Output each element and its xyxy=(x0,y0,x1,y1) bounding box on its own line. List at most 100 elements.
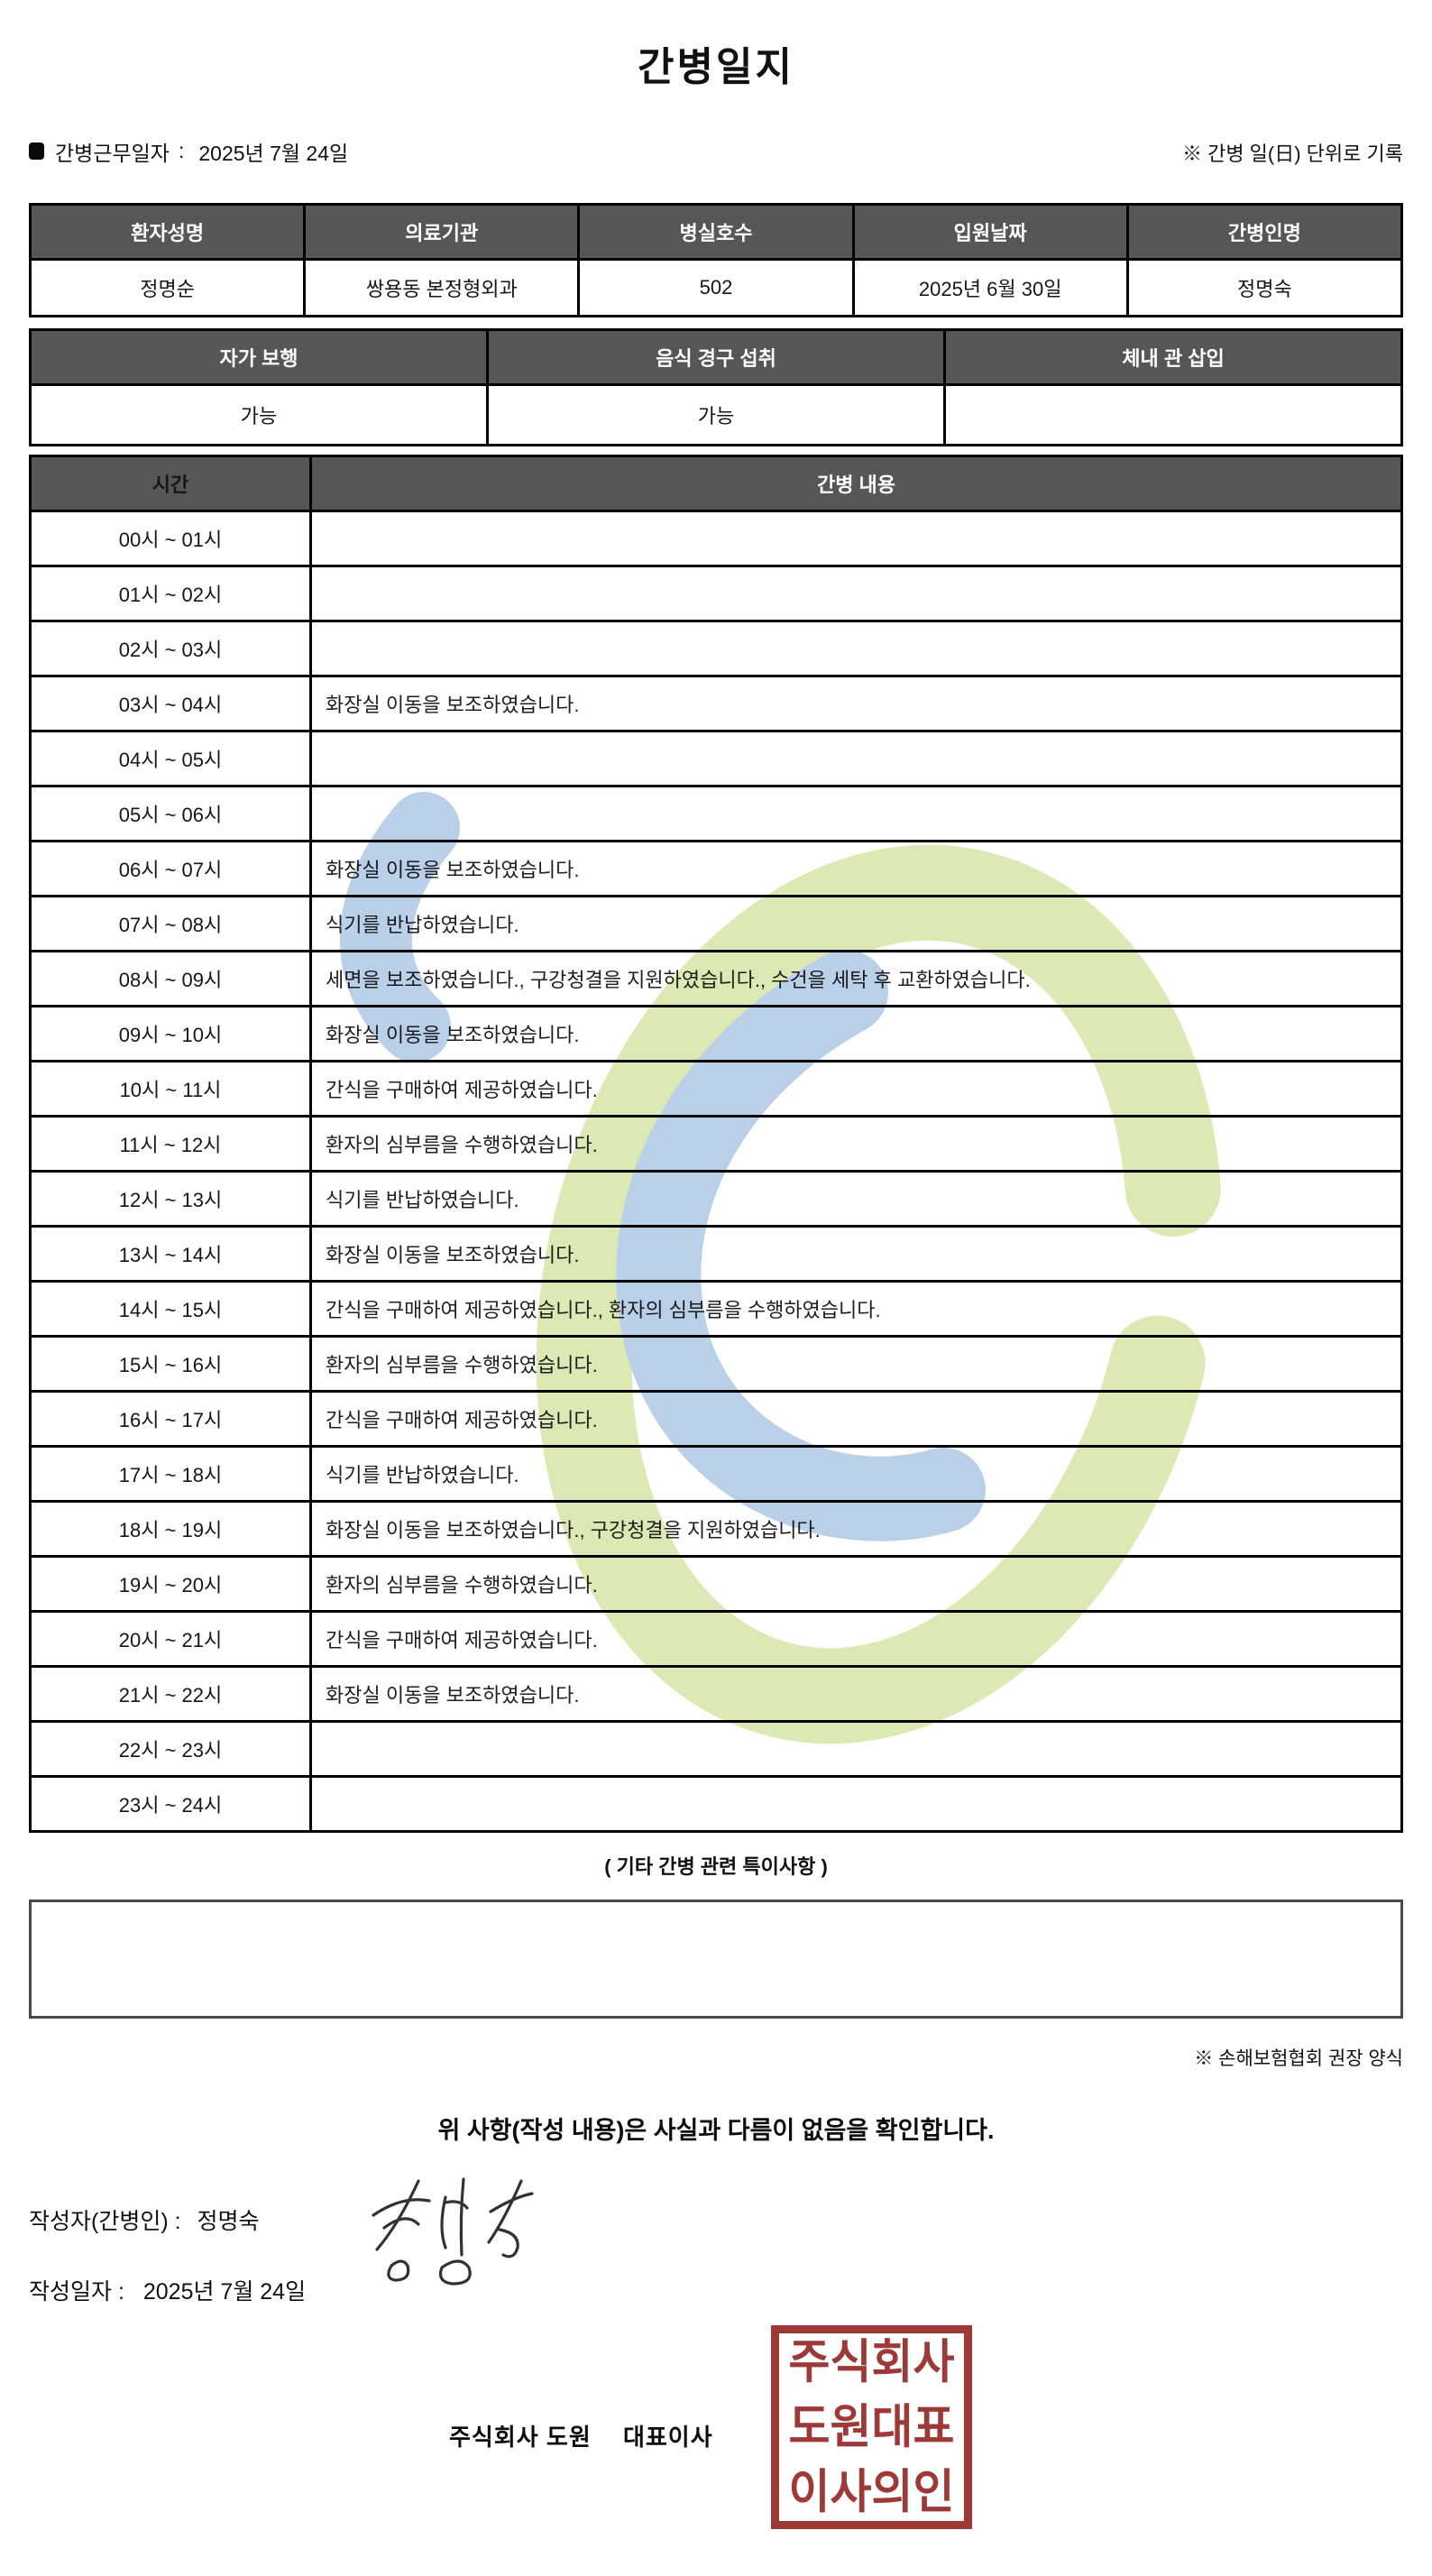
care-content-cell xyxy=(309,784,1403,842)
table-row: 09시 ~ 10시 화장실 이동을 보조하였습니다. xyxy=(29,1004,1403,1063)
care-content-cell xyxy=(309,564,1403,622)
self-walking-cell: 가능 xyxy=(29,382,489,446)
care-content-cell: 식기를 반납하였습니다. xyxy=(309,1444,1403,1503)
table-row: 05시 ~ 06시 xyxy=(29,784,1403,842)
care-content-cell: 화장실 이동을 보조하였습니다., 구강청결을 지원하였습니다. xyxy=(309,1499,1403,1558)
table-row: 13시 ~ 14시 화장실 이동을 보조하였습니다. xyxy=(29,1224,1403,1283)
table-row: 10시 ~ 11시 간식을 구매하여 제공하였습니다. xyxy=(29,1059,1403,1118)
care-content-cell: 화장실 이동을 보조하였습니다. xyxy=(309,1224,1403,1283)
room-number-header: 병실호수 xyxy=(577,202,855,261)
writer-label: 작성자(간병인) : xyxy=(29,2208,181,2234)
table-row: 02시 ~ 03시 xyxy=(29,619,1403,677)
time-range-cell: 05시 ~ 06시 xyxy=(29,784,312,842)
confirmation-statement: 위 사항(작성 내용)은 사실과 다름이 없음을 확인합니다. xyxy=(437,2116,995,2144)
room-number-cell: 502 xyxy=(577,257,855,317)
meta-row: 간병근무일자 : 2025년 7월 24일 ※ 간병 일(日) 단위로 기록 xyxy=(29,136,1403,167)
self-walking-header: 자가 보행 xyxy=(29,327,489,386)
seal-row: 이사의인 xyxy=(788,2465,955,2519)
writer-line: 작성자(간병인) : 정명숙 xyxy=(29,2203,1403,2236)
company-ceo-line: 주식회사 도원 대표이사 xyxy=(449,2424,713,2451)
care-content-cell: 세면을 보조하였습니다., 구강청결을 지원하였습니다., 수건을 세탁 후 교… xyxy=(309,949,1403,1007)
time-range-cell: 21시 ~ 22시 xyxy=(29,1664,312,1723)
care-content-cell xyxy=(309,729,1403,787)
caregiver-name-header: 간병인명 xyxy=(1125,202,1404,261)
table-row: 00시 ~ 01시 xyxy=(29,509,1403,567)
care-content-cell xyxy=(309,509,1403,567)
table-row: 06시 ~ 07시 화장실 이동을 보조하였습니다. xyxy=(29,839,1403,897)
notes-title: ( 기타 간병 관련 특이사항 ) xyxy=(604,1854,828,1878)
patient-name-header: 환자성명 xyxy=(28,202,307,261)
status-value-row: 가능 가능 xyxy=(29,382,1403,446)
time-range-cell: 15시 ~ 16시 xyxy=(29,1334,312,1393)
care-content-cell: 간식을 구매하여 제공하였습니다., 환자의 심부름을 수행하였습니다. xyxy=(309,1279,1403,1338)
time-range-cell: 12시 ~ 13시 xyxy=(29,1169,312,1228)
table-row: 14시 ~ 15시 간식을 구매하여 제공하였습니다., 환자의 심부름을 수행하… xyxy=(29,1279,1403,1338)
table-row: 19시 ~ 20시 환자의 심부름을 수행하였습니다. xyxy=(29,1554,1403,1613)
caregiver-name-cell: 정명숙 xyxy=(1125,257,1404,317)
internal-tube-header: 체내 관 삽입 xyxy=(943,327,1403,386)
internal-tube-cell xyxy=(943,382,1403,446)
care-content-cell: 화장실 이동을 보조하였습니다. xyxy=(309,674,1403,732)
table-row: 20시 ~ 21시 간식을 구매하여 제공하였습니다. xyxy=(29,1609,1403,1668)
time-range-cell: 01시 ~ 02시 xyxy=(29,564,312,622)
written-date-label: 작성일자 : xyxy=(29,2278,124,2305)
seal-row: 도원대표 xyxy=(788,2400,955,2454)
care-content-header: 간병 내용 xyxy=(309,454,1403,512)
writer-name: 정명숙 xyxy=(197,2208,260,2234)
log-table-body: 00시 ~ 01시 01시 ~ 02시 02시 ~ 03시 03시 ~ 04시 화장실 … xyxy=(29,509,1403,1833)
time-range-cell: 14시 ~ 15시 xyxy=(29,1279,312,1338)
medical-institution-header: 의료기관 xyxy=(303,202,581,261)
handwritten-signature xyxy=(372,2177,534,2286)
table-row: 16시 ~ 17시 간식을 구매하여 제공하였습니다. xyxy=(29,1389,1403,1448)
oral-intake-header: 음식 경구 섭취 xyxy=(486,327,946,386)
time-range-cell: 13시 ~ 14시 xyxy=(29,1224,312,1283)
medical-institution-cell: 쌍용동 본정형외과 xyxy=(303,257,581,317)
care-content-cell: 간식을 구매하여 제공하였습니다. xyxy=(309,1389,1403,1448)
care-content-cell: 화장실 이동을 보조하였습니다. xyxy=(309,839,1403,897)
care-content-cell: 환자의 심부름을 수행하였습니다. xyxy=(309,1334,1403,1393)
care-content-cell: 간식을 구매하여 제공하였습니다. xyxy=(309,1059,1403,1118)
patient-header-row: 환자성명 의료기관 병실호수 입원날짜 간병인명 xyxy=(28,202,1404,261)
patient-name-cell: 정명순 xyxy=(28,257,307,317)
bullet-square-icon xyxy=(29,143,44,161)
time-range-cell: 09시 ~ 10시 xyxy=(29,1004,312,1063)
time-range-cell: 04시 ~ 05시 xyxy=(29,729,312,787)
page-title: 간병일지 xyxy=(638,45,794,89)
admission-date-header: 입원날짜 xyxy=(851,202,1129,261)
time-range-cell: 19시 ~ 20시 xyxy=(29,1554,312,1613)
table-row: 18시 ~ 19시 화장실 이동을 보조하였습니다., 구강청결을 지원하였습니다… xyxy=(29,1499,1403,1558)
care-content-cell xyxy=(309,619,1403,677)
table-row: 21시 ~ 22시 화장실 이동을 보조하였습니다. xyxy=(29,1664,1403,1723)
table-row: 04시 ~ 05시 xyxy=(29,729,1403,787)
patient-value-row: 정명순 쌍용동 본정형외과 502 2025년 6월 30일 정명숙 xyxy=(28,257,1404,317)
time-range-cell: 23시 ~ 24시 xyxy=(29,1774,312,1833)
time-range-cell: 03시 ~ 04시 xyxy=(29,674,312,732)
care-content-cell: 식기를 반납하였습니다. xyxy=(309,1169,1403,1228)
care-content-cell: 화장실 이동을 보조하였습니다. xyxy=(309,1664,1403,1723)
work-date-value: 2025년 7월 24일 xyxy=(198,141,349,165)
work-date-line: 간병근무일자 : 2025년 7월 24일 xyxy=(29,136,348,167)
patient-status-table: 자가 보행 음식 경구 섭취 체내 관 삽입 가능 가능 xyxy=(29,327,1403,446)
table-row: 08시 ~ 09시 세면을 보조하였습니다., 구강청결을 지원하였습니다., 수… xyxy=(29,949,1403,1007)
care-log-table: 시간 간병 내용 00시 ~ 01시 01시 ~ 02시 02시 ~ 03시 03시 … xyxy=(29,454,1403,1833)
care-content-cell xyxy=(309,1719,1403,1778)
time-range-cell: 16시 ~ 17시 xyxy=(29,1389,312,1448)
time-range-cell: 17시 ~ 18시 xyxy=(29,1444,312,1503)
table-row: 15시 ~ 16시 환자의 심부름을 수행하였습니다. xyxy=(29,1334,1403,1393)
care-content-cell: 환자의 심부름을 수행하였습니다. xyxy=(309,1554,1403,1613)
oral-intake-cell: 가능 xyxy=(486,382,946,446)
care-content-cell: 간식을 구매하여 제공하였습니다. xyxy=(309,1609,1403,1668)
care-content-cell: 화장실 이동을 보조하였습니다. xyxy=(309,1004,1403,1063)
unit-note: ※ 간병 일(日) 단위로 기록 xyxy=(1181,142,1403,165)
table-row: 03시 ~ 04시 화장실 이동을 보조하였습니다. xyxy=(29,674,1403,732)
care-content-cell: 환자의 심부름을 수행하였습니다. xyxy=(309,1114,1403,1173)
notes-box xyxy=(29,1899,1403,2019)
table-row: 11시 ~ 12시 환자의 심부름을 수행하였습니다. xyxy=(29,1114,1403,1173)
table-row: 12시 ~ 13시 식기를 반납하였습니다. xyxy=(29,1169,1403,1228)
seal-row: 주식회사 xyxy=(788,2335,955,2389)
time-header: 시간 xyxy=(29,454,312,512)
written-date-value: 2025년 7월 24일 xyxy=(142,2278,307,2305)
time-range-cell: 07시 ~ 08시 xyxy=(29,894,312,952)
time-range-cell: 08시 ~ 09시 xyxy=(29,949,312,1007)
